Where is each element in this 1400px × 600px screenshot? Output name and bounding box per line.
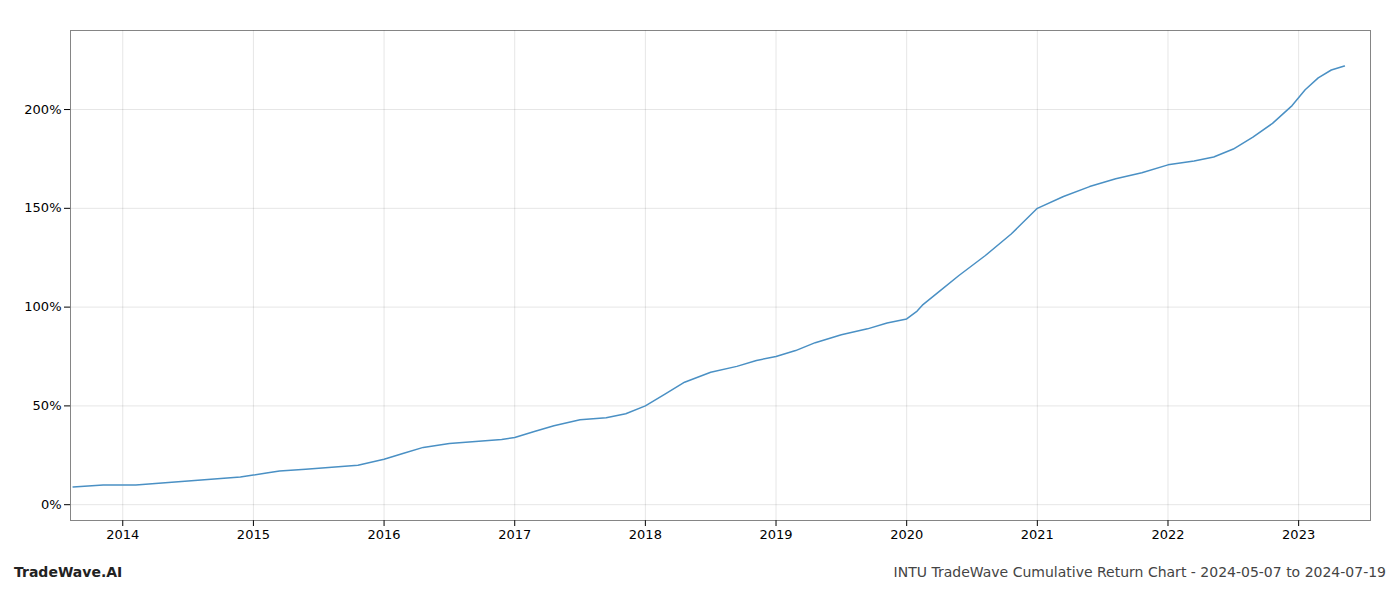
svg-text:2021: 2021 [1021, 527, 1054, 542]
svg-text:0%: 0% [41, 497, 62, 512]
svg-text:200%: 200% [24, 102, 61, 117]
svg-text:150%: 150% [24, 200, 61, 215]
svg-text:2015: 2015 [237, 527, 270, 542]
svg-text:2014: 2014 [106, 527, 139, 542]
html-text:INTU TradeWave Cumulative Retu: INTU TradeWave Cumulative Return Chart -… [893, 564, 1386, 580]
svg-text:50%: 50% [33, 398, 62, 413]
svg-text:2018: 2018 [629, 527, 662, 542]
svg-text:2020: 2020 [890, 527, 923, 542]
svg-text:2016: 2016 [368, 527, 401, 542]
html-text:TradeWave.AI: TradeWave.AI [14, 564, 123, 580]
svg-text:2022: 2022 [1151, 527, 1184, 542]
svg-text:2019: 2019 [759, 527, 792, 542]
svg-text:2023: 2023 [1282, 527, 1315, 542]
svg-text:2017: 2017 [498, 527, 531, 542]
svg-text:100%: 100% [24, 299, 61, 314]
